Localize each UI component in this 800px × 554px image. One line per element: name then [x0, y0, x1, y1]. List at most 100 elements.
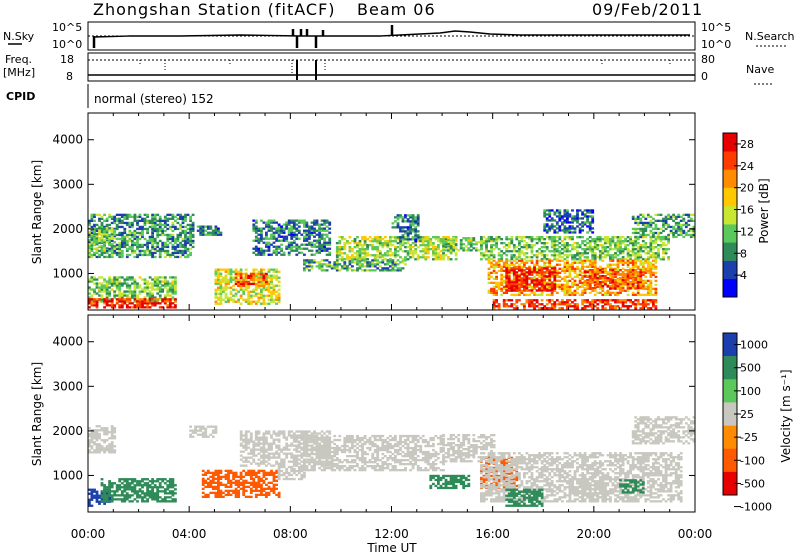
heatmap-cell [131, 243, 134, 247]
heatmap-cell [148, 276, 152, 279]
heatmap-cell [282, 223, 286, 226]
heatmap-cell [404, 232, 407, 235]
heatmap-cell [593, 267, 597, 270]
heatmap-cell [523, 263, 526, 266]
heatmap-cell [305, 233, 309, 236]
heatmap-cell [90, 233, 94, 237]
nave-label: Nave [746, 63, 774, 76]
heatmap-cell [113, 215, 117, 218]
heatmap-cell [576, 211, 579, 214]
heatmap-cell [247, 302, 251, 305]
heatmap-cell [586, 287, 589, 290]
heatmap-cell [614, 287, 617, 290]
heatmap-cell [325, 259, 329, 262]
nsky-label: N.Sky [3, 30, 35, 43]
heatmap-cell [657, 213, 660, 216]
heatmap-cell [353, 261, 357, 264]
heatmap-cell [310, 227, 314, 230]
heatmap-cell [414, 258, 418, 261]
heatmap-cell [131, 239, 134, 243]
heatmap-cell [601, 285, 605, 288]
heatmap-cell [148, 282, 152, 285]
heatmap-cell [217, 280, 220, 283]
heatmap-cell [414, 252, 418, 255]
heatmap-cell [265, 237, 268, 240]
heatmap-cell [88, 451, 91, 454]
heatmap-cell [639, 307, 643, 310]
heatmap-cell [143, 253, 147, 257]
heatmap-cell [649, 301, 653, 304]
heatmap-cell [100, 215, 104, 218]
heatmap-cell [315, 239, 319, 242]
heatmap-cell [571, 225, 574, 228]
heatmap-cell [598, 250, 602, 253]
heatmap-cell [110, 443, 114, 446]
heatmap-cell [449, 244, 453, 247]
heatmap-cell [108, 276, 111, 279]
heatmap-cell [520, 277, 524, 280]
heatmap-cell [138, 302, 142, 305]
heatmap-cell [191, 221, 195, 225]
heatmap-cell [186, 255, 190, 259]
heatmap-cell [629, 267, 632, 270]
heatmap-cell [110, 243, 114, 246]
heatmap-cell [113, 282, 117, 285]
heatmap-cell [348, 256, 352, 259]
heatmap-cell [550, 271, 554, 274]
heatmap-cell [98, 447, 101, 450]
heatmap-cell [270, 290, 273, 293]
heatmap-cell [328, 241, 332, 244]
heatmap-cell [545, 229, 549, 232]
heatmap-cell [115, 237, 119, 241]
heatmap-cell [555, 291, 559, 294]
heatmap-cell [636, 215, 640, 218]
heatmap-cell [421, 254, 425, 257]
heatmap-cell [303, 229, 306, 232]
heatmap-cell [497, 236, 501, 239]
heatmap-cell [100, 223, 104, 227]
heatmap-cell [545, 231, 549, 234]
heatmap-cell [609, 265, 612, 268]
heatmap-cell [652, 235, 655, 239]
heatmap-cell [641, 229, 645, 233]
heatmap-cell [399, 244, 402, 247]
heatmap-cell [535, 279, 539, 282]
heatmap-cell [239, 284, 243, 288]
heatmap-cell [303, 263, 306, 266]
heatmap-cell [442, 258, 445, 261]
heatmap-cell [386, 252, 390, 255]
heatmap-cell [654, 259, 658, 262]
heatmap-cell [510, 293, 514, 296]
heatmap-cell [373, 246, 377, 249]
heatmap-cell [267, 253, 271, 256]
heatmap-cell [518, 263, 521, 266]
heatmap-cell [163, 276, 167, 279]
heatmap-cell [90, 429, 94, 432]
heatmap-cell [260, 268, 263, 271]
heatmap-cell [629, 277, 632, 280]
heatmap-cell [616, 293, 620, 296]
heatmap-cell [176, 239, 180, 243]
heatmap-cell [414, 220, 418, 223]
heatmap-cell [105, 486, 109, 489]
heatmap-cell [606, 254, 610, 257]
heatmap-cell [166, 306, 170, 309]
heatmap-cell [161, 306, 165, 309]
heatmap-cell [477, 249, 481, 252]
heatmap-cell [308, 235, 311, 238]
heatmap-cell [581, 271, 584, 274]
heatmap-cell [492, 281, 496, 284]
heatmap-cell [217, 233, 220, 236]
heatmap-cell [118, 221, 122, 225]
heatmap-cell [227, 278, 230, 281]
heatmap-cell [672, 235, 675, 239]
heatmap-cell [88, 221, 91, 225]
heatmap-cell [550, 283, 554, 286]
heatmap-cell [346, 242, 349, 245]
heatmap-cell [113, 235, 117, 239]
heatmap-cell [447, 247, 450, 250]
heatmap-cell [300, 247, 304, 250]
heatmap-cell [303, 239, 306, 242]
heatmap-cell [391, 254, 395, 257]
heatmap-cell [161, 249, 165, 253]
